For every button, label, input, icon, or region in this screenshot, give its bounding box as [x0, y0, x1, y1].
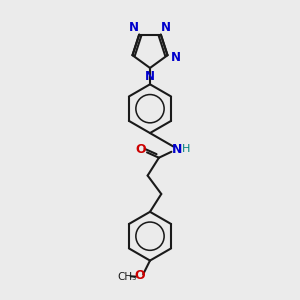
Text: N: N — [172, 143, 182, 156]
Text: CH₃: CH₃ — [118, 272, 137, 282]
Text: N: N — [161, 21, 171, 34]
Text: O: O — [134, 269, 145, 282]
Text: N: N — [145, 70, 155, 83]
Text: H: H — [182, 144, 190, 154]
Text: N: N — [129, 21, 139, 34]
Text: O: O — [135, 143, 146, 156]
Text: N: N — [171, 52, 181, 64]
